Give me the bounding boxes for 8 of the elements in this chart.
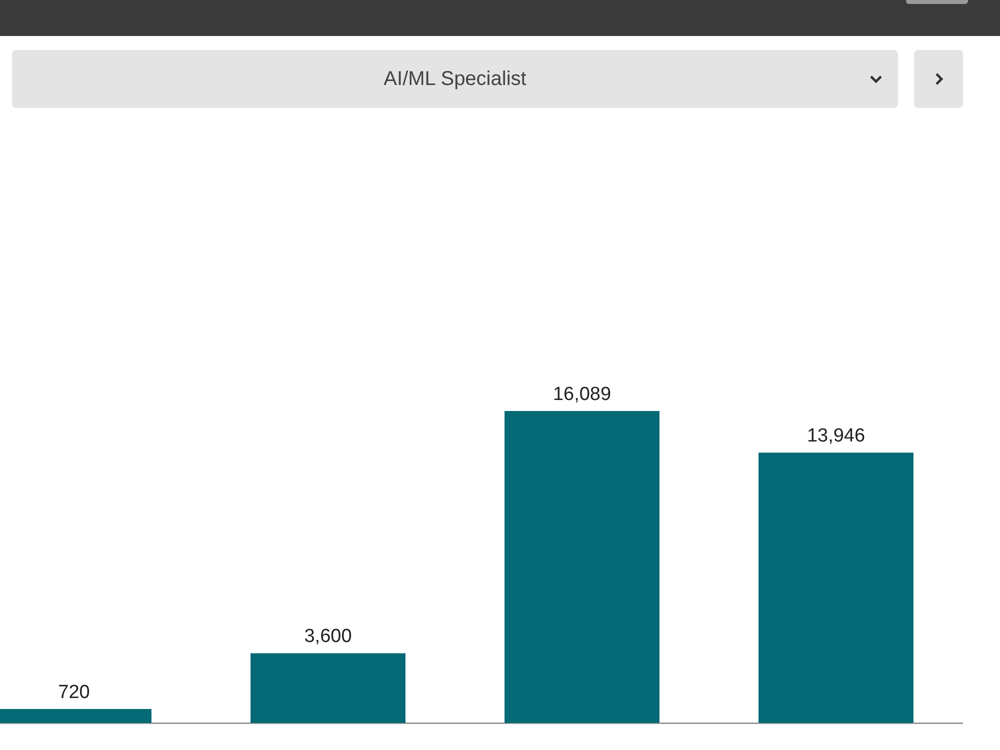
bar — [250, 653, 406, 723]
data-label: 13,946 — [806, 425, 866, 446]
data-label: 3,600 — [304, 626, 352, 647]
data-label: 720 — [58, 682, 90, 703]
bar — [758, 452, 914, 723]
dropdown: AI/ML Specialist — [12, 50, 898, 108]
bar — [504, 411, 660, 723]
data-label: 16,089 — [552, 384, 612, 405]
